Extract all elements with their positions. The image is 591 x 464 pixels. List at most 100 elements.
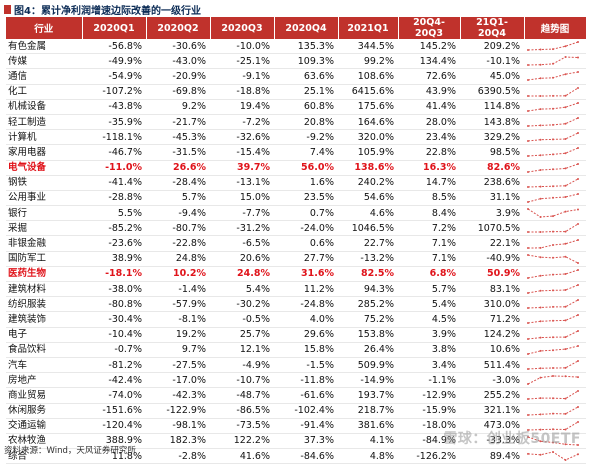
value-cell: 3.4% [398, 357, 460, 374]
trend-sparkline-cell [524, 84, 586, 100]
sparkline-point [577, 177, 579, 180]
sparkline-point [539, 48, 542, 51]
value-cell: 22.8% [398, 144, 460, 161]
industry-name: 采掘 [6, 220, 82, 237]
sparkline-point [577, 344, 579, 347]
trend-sparkline-cell [524, 266, 586, 283]
value-cell: 5.5% [82, 205, 146, 222]
value-cell: -7.7% [210, 205, 274, 222]
value-cell: 28.0% [398, 114, 460, 131]
value-cell: 509.9% [338, 357, 398, 374]
value-cell: 240.2% [338, 175, 398, 191]
sparkline-point [527, 109, 529, 112]
value-cell: -46.7% [82, 144, 146, 161]
value-cell: 14.7% [398, 175, 460, 191]
sparkline-point [527, 383, 529, 386]
value-cell: 122.2% [210, 433, 274, 450]
value-cell: 31.1% [460, 190, 524, 207]
table-header: 行业 2020Q1 2020Q2 2020Q3 2020Q4 2021Q1 20Q4-20Q… [6, 17, 587, 39]
value-cell: -18.1% [82, 266, 146, 283]
value-cell: 6390.5% [460, 84, 524, 100]
sparkline-point [564, 375, 567, 378]
trend-sparkline [527, 284, 579, 295]
sparkline-point [552, 230, 554, 233]
industry-name: 商业贸易 [6, 387, 82, 404]
sparkline-line [527, 451, 579, 461]
value-cell: -91.4% [274, 418, 338, 434]
value-cell: 31.6% [274, 266, 338, 283]
value-cell: -81.2% [82, 357, 146, 374]
trend-sparkline [527, 390, 579, 401]
value-cell: 7.1% [398, 235, 460, 252]
sparkline-point [564, 138, 567, 141]
sparkline-point [527, 185, 529, 188]
sparkline-line [527, 102, 579, 112]
sparkline-point [527, 322, 529, 325]
value-cell: 1070.5% [460, 220, 524, 237]
industry-name: 食品饮料 [6, 342, 82, 358]
value-cell: 134.4% [398, 53, 460, 70]
table-row: 传媒 -49.9% -43.0% -25.1% 109.3% 99.2% 134.4% -10… [6, 53, 586, 70]
value-cell: -24.8% [274, 296, 338, 313]
value-cell: -48.7% [210, 387, 274, 404]
value-cell: -126.2% [398, 448, 460, 464]
sparkline-point [539, 428, 542, 431]
sparkline-point [527, 246, 529, 249]
industry-name: 国防军工 [6, 251, 82, 267]
sparkline-line [527, 375, 579, 385]
value-cell: -30.4% [82, 311, 146, 328]
value-cell: -86.5% [210, 403, 274, 419]
industry-name: 有色金属 [6, 39, 82, 55]
sparkline-point [527, 49, 529, 52]
sparkline-point [539, 349, 542, 352]
value-cell: 22.1% [460, 235, 524, 252]
trend-sparkline-cell [524, 68, 586, 85]
value-cell: 23.5% [274, 190, 338, 207]
industry-name: 机械设备 [6, 99, 82, 115]
value-cell: 72.6% [398, 68, 460, 85]
value-cell: -4.9% [210, 357, 274, 374]
sparkline-point [539, 289, 542, 292]
value-cell: 5.4% [210, 281, 274, 298]
value-cell: -30.2% [210, 296, 274, 313]
trend-sparkline [527, 208, 579, 219]
value-cell: 41.4% [398, 99, 460, 115]
value-cell: 108.6% [338, 68, 398, 85]
sparkline-point [539, 320, 542, 323]
sparkline-point [577, 86, 579, 89]
sparkline-point [552, 451, 554, 454]
value-cell: -27.5% [146, 357, 210, 374]
value-cell: -57.9% [146, 296, 210, 313]
sparkline-point [539, 185, 542, 188]
trend-sparkline-cell [524, 144, 586, 161]
table-row: 采掘 -85.2% -80.7% -31.2% -24.0% 1046.5% 7.2% 107… [6, 220, 586, 237]
sparkline-point [577, 208, 579, 211]
value-cell: 238.6% [460, 175, 524, 191]
sparkline-point [564, 195, 567, 198]
value-cell: 5.4% [398, 296, 460, 313]
table-row: 电子 -10.4% 19.2% 25.7% 29.6% 153.8% 3.9% 124.2% [6, 327, 586, 343]
sparkline-point [527, 398, 529, 401]
sparkline-point [527, 79, 529, 82]
value-cell: -80.8% [82, 296, 146, 313]
sparkline-point [539, 255, 542, 258]
value-cell: -85.2% [82, 220, 146, 237]
sparkline-point [552, 167, 554, 170]
industry-name: 钢铁 [6, 175, 82, 191]
value-cell: -31.2% [210, 220, 274, 237]
trend-sparkline [527, 268, 579, 279]
sparkline-point [552, 349, 554, 352]
value-cell: -18.0% [398, 418, 460, 434]
value-cell: -3.0% [460, 372, 524, 389]
trend-sparkline [527, 253, 579, 264]
value-cell: 25.7% [210, 327, 274, 343]
value-cell: 7.2% [398, 220, 460, 237]
value-cell: 50.9% [460, 266, 524, 283]
sparkline-point [527, 253, 529, 256]
sparkline-point [564, 94, 567, 97]
industry-name: 家用电器 [6, 144, 82, 161]
value-cell: -9.4% [146, 205, 210, 222]
sparkline-point [577, 376, 579, 379]
value-cell: -1.5% [274, 357, 338, 374]
trend-sparkline [527, 451, 579, 462]
